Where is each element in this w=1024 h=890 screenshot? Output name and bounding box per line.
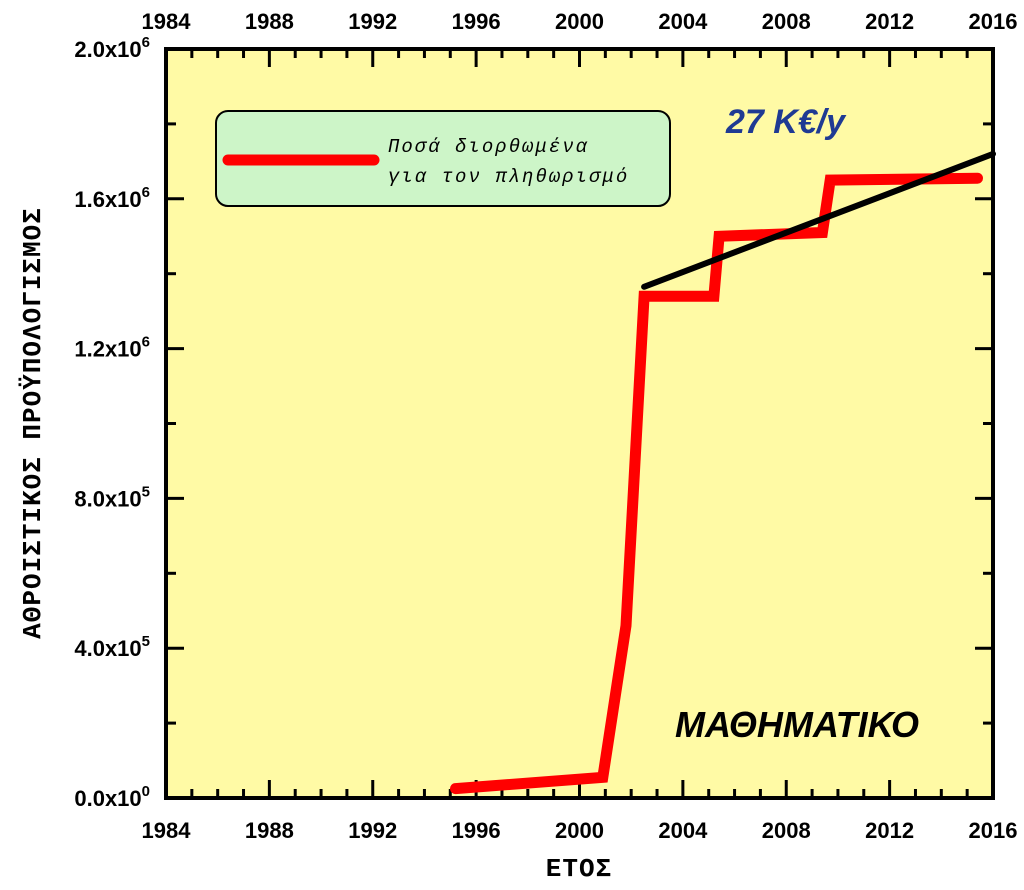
x-tick-label-top: 1988 (245, 9, 294, 34)
x-tick-label-top: 2008 (762, 9, 811, 34)
rate-annotation: 27 K€/y (725, 103, 847, 141)
x-tick-label-bottom: 2016 (969, 818, 1018, 843)
y-tick-label: 0.0x100 (74, 783, 150, 811)
y-tick-label: 1.2x106 (74, 334, 150, 362)
series-inflation-adjusted-line (450, 172, 983, 795)
legend-box (215, 110, 671, 207)
x-axis-bottom-tick-labels: 1984 1988 1992 1996 2000 2004 2008 2012 2016 (142, 818, 1018, 843)
x-tick-label-top: 1992 (348, 9, 397, 34)
x-tick-label-bottom: 2012 (865, 818, 914, 843)
legend-line-2: για τον πληθωρισμό (388, 166, 629, 188)
y-tick-label: 4.0x105 (74, 633, 150, 661)
x-tick-label-bottom: 1988 (245, 818, 294, 843)
x-tick-label-top: 2012 (865, 9, 914, 34)
axis-ticks (164, 47, 995, 800)
y-tick-label: 1.6x106 (74, 184, 150, 212)
x-tick-label-top: 2000 (555, 9, 604, 34)
legend-line-1: Ποσά διορθωμένα (388, 136, 589, 158)
y-tick-label: 2.0x106 (74, 34, 150, 62)
x-tick-label-top: 2016 (969, 9, 1018, 34)
series-layer (450, 150, 996, 795)
y-axis-tick-labels: 0.0x100 4.0x105 8.0x105 1.2x106 1.6x106 2.0x1… (74, 34, 150, 811)
x-tick-label-top: 1996 (452, 9, 501, 34)
x-axis-title: ΕΤΟΣ (546, 854, 612, 884)
x-tick-label-bottom: 2004 (658, 818, 708, 843)
x-tick-label-bottom: 1992 (348, 818, 397, 843)
trend-line (641, 150, 996, 290)
x-tick-label-top: 1984 (142, 9, 192, 34)
y-tick-label: 8.0x105 (74, 483, 150, 511)
x-tick-label-top: 2004 (658, 9, 708, 34)
x-tick-label-bottom: 1996 (452, 818, 501, 843)
y-axis-title: ΑΘΡΟΙΣΤΙΚΟΣ ΠΡΟΫΠΟΛΟΓΙΣΜΟΣ (18, 207, 48, 639)
x-tick-label-bottom: 2000 (555, 818, 604, 843)
legend: Ποσά διορθωμένα για τον πληθωρισμό (215, 110, 671, 207)
subject-annotation: ΜΑΘΗΜΑΤΙΚΟ (675, 704, 919, 745)
x-axis-top-tick-labels: 1984 1988 1992 1996 2000 2004 2008 2012 2016 (142, 9, 1018, 34)
x-tick-label-bottom: 2008 (762, 818, 811, 843)
x-tick-label-bottom: 1984 (142, 818, 192, 843)
